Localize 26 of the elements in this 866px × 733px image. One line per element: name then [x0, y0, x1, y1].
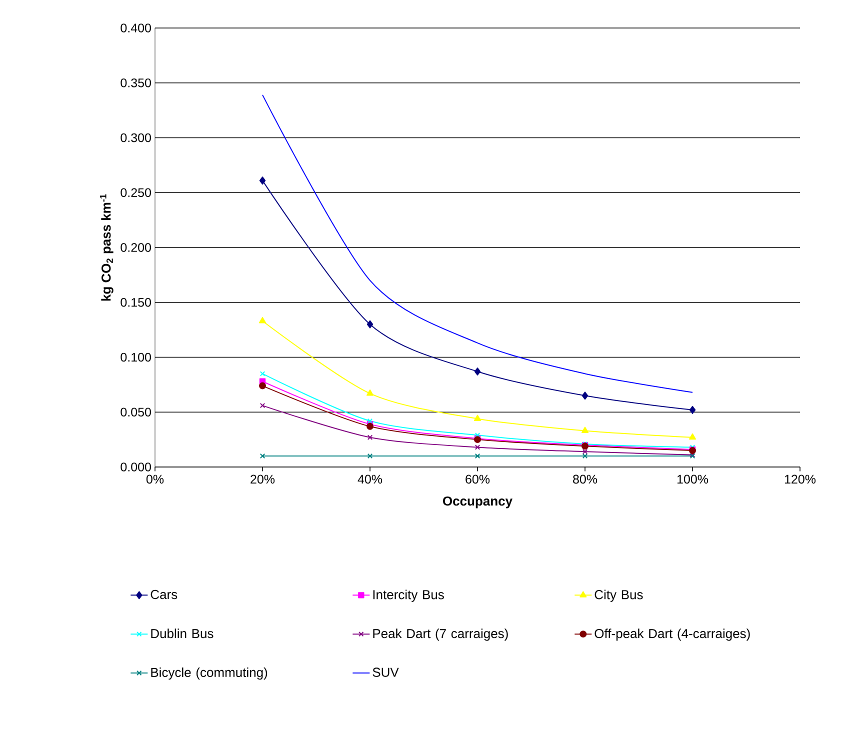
- x-tick-label: 120%: [784, 474, 816, 484]
- y-tick-label: 0.000: [120, 462, 151, 472]
- legend-label: Bicycle (commuting): [151, 668, 268, 680]
- x-axis-title: Occupancy: [442, 496, 512, 508]
- x-tick-label: 40%: [358, 474, 382, 484]
- legend-label: Peak Dart (7 carraiges): [373, 628, 508, 641]
- y-tick-label: 0.400: [120, 24, 151, 32]
- y-tick-label: 0.050: [120, 408, 151, 417]
- y-tick-label: 0.100: [120, 352, 151, 362]
- x-tick-label: 80%: [573, 474, 598, 484]
- legend-label: City Bus: [594, 590, 643, 602]
- y-tick-label: 0.200: [120, 243, 151, 252]
- x-tick-label: 60%: [466, 474, 490, 484]
- legend-label: Dublin Bus: [151, 628, 214, 638]
- y-axis-title: kg CO$_{2}$ pass km$^{-1}$: [100, 194, 114, 301]
- legend-label: Off-peak Dart (4-carraiges): [594, 628, 750, 641]
- x-tick-label: 100%: [677, 474, 708, 484]
- y-tick-label: 0.300: [120, 133, 151, 142]
- legend-label: Cars: [150, 590, 178, 600]
- legend-label: SUV: [372, 668, 399, 677]
- x-tick-label: 0%: [146, 474, 164, 484]
- legend-label: Intercity Bus: [373, 590, 444, 602]
- y-tick-label: 0.350: [120, 78, 151, 88]
- x-tick-label: 20%: [250, 474, 275, 484]
- y-tick-label: 0.250: [120, 188, 151, 198]
- y-tick-label: 0.150: [120, 298, 151, 307]
